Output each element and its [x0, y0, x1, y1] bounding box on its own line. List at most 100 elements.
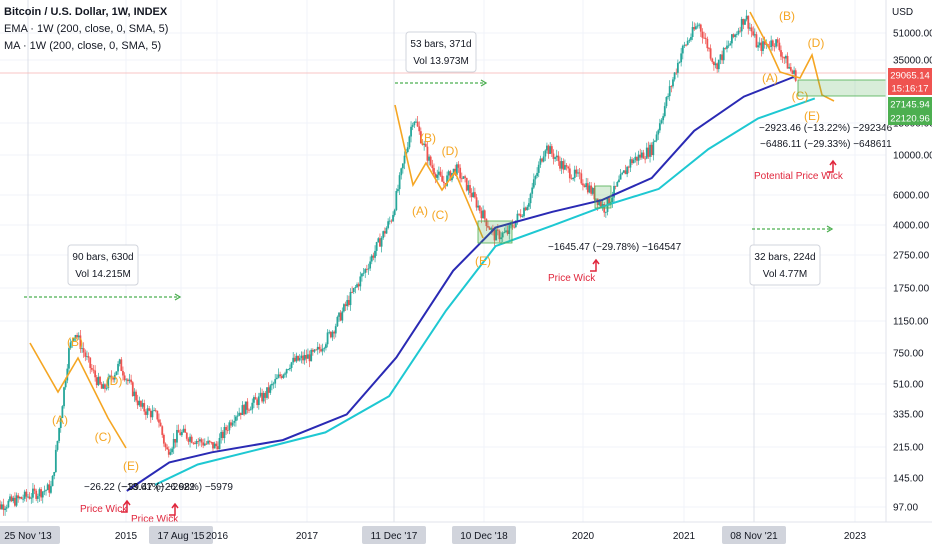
wick-label: Price Wick: [548, 273, 596, 284]
candle-body: [737, 30, 740, 35]
symbol-title[interactable]: Bitcoin / U.S. Dollar, 1W, INDEX: [4, 6, 168, 18]
candle-body: [172, 438, 175, 449]
candle-body: [637, 154, 640, 161]
candle-body: [541, 158, 543, 162]
candle-body: [36, 496, 39, 499]
y-tick-label: 335.00: [893, 410, 924, 421]
candle-body: [382, 231, 385, 238]
candle-body: [588, 185, 591, 193]
candle-body: [162, 434, 165, 444]
candle-body: [729, 43, 732, 46]
candle-body: [105, 387, 108, 389]
candle-body: [148, 408, 151, 411]
candle-body: [59, 418, 62, 428]
price-tag-label: 27145.94: [890, 100, 930, 111]
candle-body: [370, 255, 373, 262]
candle-body: [562, 161, 565, 170]
candle-body: [611, 197, 614, 203]
candle-body: [680, 53, 683, 63]
zone-box: [797, 79, 887, 97]
candle-body: [380, 237, 383, 247]
candle-body: [192, 442, 195, 444]
wave-label: (A): [762, 71, 778, 85]
candle-body: [532, 179, 535, 188]
candle-body: [585, 183, 588, 188]
candle-body: [518, 213, 520, 215]
candle-body: [20, 497, 23, 499]
candle-body: [349, 291, 352, 306]
candle-body: [316, 346, 319, 350]
candle-body: [428, 156, 430, 161]
wave-label: (E): [123, 459, 139, 473]
candle-body: [128, 379, 131, 382]
candle-body: [613, 185, 615, 198]
candle-body: [523, 207, 525, 217]
wick-label: Price Wick: [131, 514, 179, 525]
candle-body: [577, 172, 579, 174]
candle-body: [485, 218, 488, 227]
candle-body: [369, 261, 372, 269]
candle-body: [287, 369, 290, 370]
candle-body: [72, 338, 75, 341]
candle-body: [608, 198, 611, 205]
candle-body: [770, 40, 773, 47]
candle-body: [598, 201, 601, 205]
candle-body: [282, 374, 285, 378]
candle-body: [750, 27, 753, 32]
candle-body: [338, 312, 340, 317]
candle-body: [343, 304, 345, 312]
wave-label: (D): [106, 374, 123, 388]
candle-body: [567, 166, 570, 169]
price-tag: [888, 97, 932, 111]
candle-body: [4, 508, 6, 511]
candle-body: [167, 449, 170, 455]
candle-body: [537, 164, 540, 173]
candle-body: [670, 86, 673, 87]
candle-body: [184, 428, 187, 433]
candle-body: [788, 67, 791, 69]
candle-body: [94, 370, 97, 378]
candle-body: [734, 34, 737, 37]
candle-body: [408, 136, 411, 148]
candle-body: [198, 439, 201, 442]
candle-body: [771, 40, 774, 46]
candle-body: [735, 34, 738, 35]
candle-body: [271, 383, 273, 386]
candle-body: [447, 171, 450, 176]
candle-body: [115, 371, 118, 375]
zone-box: [477, 220, 513, 244]
candle-body: [177, 429, 180, 433]
candle-body: [437, 171, 440, 175]
candle-body: [676, 62, 679, 73]
candle-body: [583, 185, 586, 188]
ema-legend[interactable]: EMA · 1W (200, close, 0, SMA, 5): [4, 23, 169, 35]
candle-body: [740, 18, 743, 32]
measure-box: [67, 244, 139, 286]
candle-body: [27, 496, 29, 498]
candle-body: [235, 416, 237, 421]
y-tick-label: 1750.00: [893, 284, 930, 295]
wave-label: (E): [475, 254, 491, 268]
candle-body: [683, 44, 686, 46]
y-tick-label: 215.00: [893, 443, 924, 454]
candle-body: [351, 291, 354, 293]
candle-body: [195, 441, 198, 444]
candle-body: [575, 169, 578, 174]
measure-box: [405, 31, 477, 73]
candle-body: [722, 47, 725, 61]
candle-body: [636, 156, 638, 161]
candle-body: [207, 440, 209, 444]
candle-body: [82, 348, 85, 353]
candle-body: [395, 190, 398, 211]
candle-body: [22, 498, 25, 500]
candle-body: [500, 237, 502, 240]
candle-body: [778, 42, 781, 51]
candle-body: [213, 443, 216, 449]
candle-body: [401, 163, 404, 169]
wave-label: (E): [804, 109, 820, 123]
y-tick-label: 6000.00: [893, 191, 930, 202]
ma-legend[interactable]: MA · 1W (200, close, 0, SMA, 5): [4, 40, 162, 52]
candle-body: [694, 26, 697, 30]
candle-body: [223, 427, 226, 439]
